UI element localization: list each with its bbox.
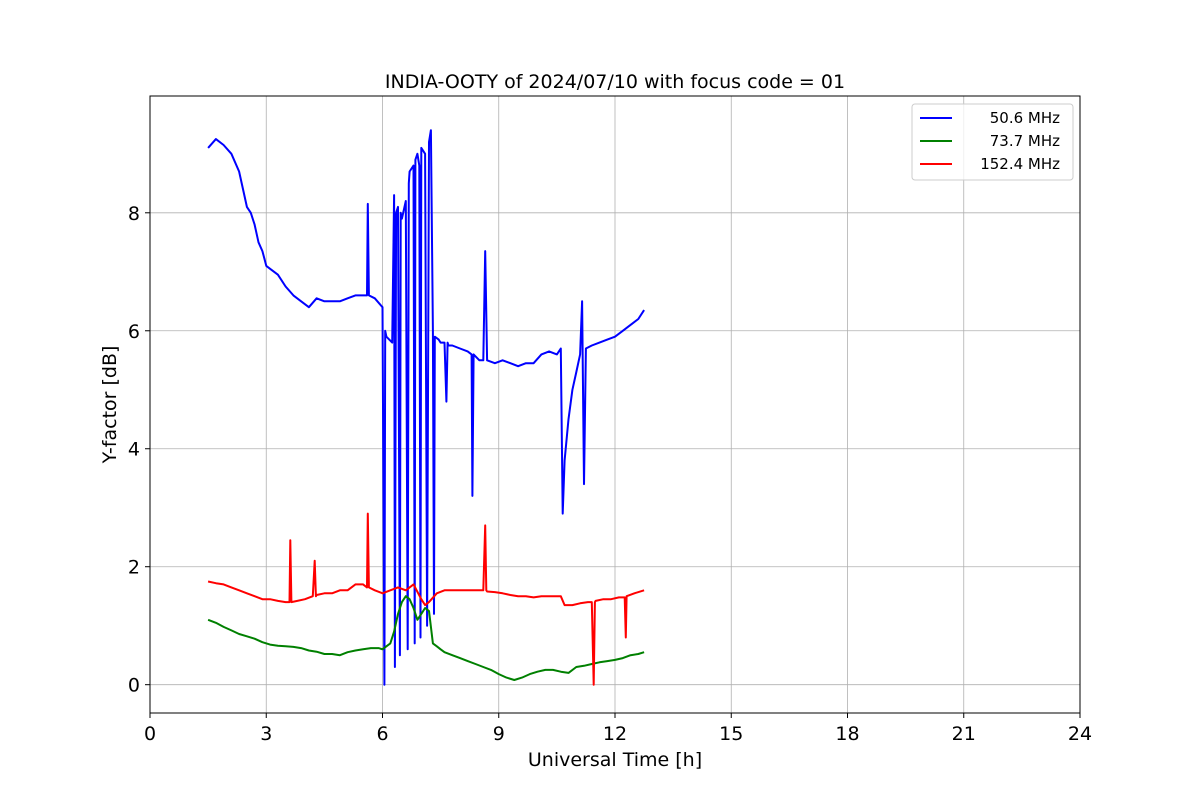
chart-title: INDIA-OOTY of 2024/07/10 with focus code…	[385, 71, 845, 93]
y-tick-label: 0	[128, 675, 140, 697]
x-tick-label: 6	[376, 723, 388, 745]
y-tick-label: 4	[128, 439, 140, 461]
x-tick-label: 15	[719, 723, 743, 745]
x-tick-label: 24	[1068, 723, 1092, 745]
x-axis-label: Universal Time [h]	[528, 749, 702, 771]
x-tick-label: 3	[260, 723, 272, 745]
series-line-0	[207, 129, 645, 686]
legend: 50.6 MHz 73.7 MHz 152.4 MHz	[911, 103, 1074, 181]
series-line-1	[207, 595, 645, 681]
plot-lines	[207, 129, 645, 686]
legend-label: 152.4 MHz	[980, 155, 1060, 173]
y-tick-label: 6	[128, 321, 140, 343]
series-line-2	[207, 512, 645, 686]
y-tick-label: 8	[128, 203, 140, 225]
x-tick-label: 0	[144, 723, 156, 745]
x-tick-label: 9	[493, 723, 505, 745]
x-tick-label: 18	[835, 723, 859, 745]
y-axis-label: Y-factor [dB]	[99, 346, 121, 465]
legend-label: 50.6 MHz	[990, 109, 1060, 127]
y-tick-label: 2	[128, 557, 140, 579]
legend-label: 73.7 MHz	[990, 132, 1060, 150]
x-tick-label: 12	[603, 723, 627, 745]
x-tick-label: 21	[952, 723, 976, 745]
legend-box	[911, 103, 1074, 181]
